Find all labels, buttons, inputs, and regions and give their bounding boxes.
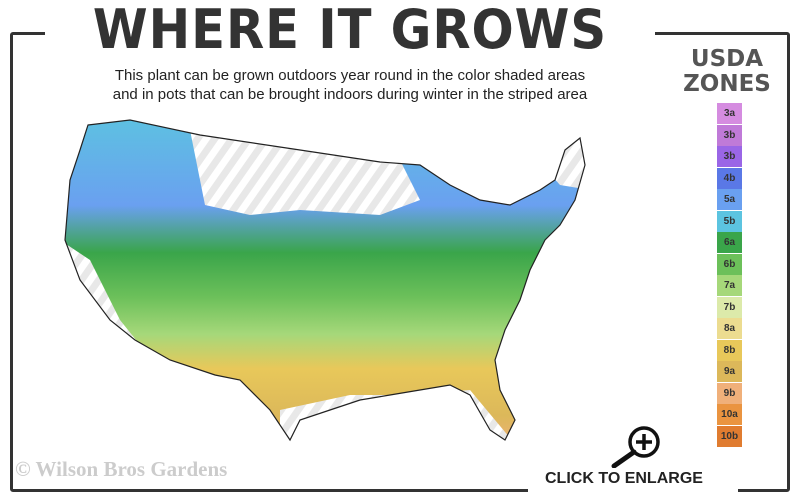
legend-title-line-2: ZONES (683, 71, 771, 97)
page-title: WHERE IT GROWS (92, 0, 608, 61)
enlarge-gap (528, 470, 738, 500)
legend-zone-6a: 6a (717, 232, 742, 253)
subtitle: This plant can be grown outdoors year ro… (40, 66, 660, 104)
legend-zone-3b: 3b (717, 124, 742, 146)
legend-zone-6b: 6b (717, 253, 742, 275)
legend-zone-9a: 9a (717, 361, 742, 382)
legend-zone-9b: 9b (717, 382, 742, 404)
legend-zone-4b: 4b (717, 167, 742, 189)
legend-zone-10a: 10a (717, 404, 742, 425)
usda-zones-title: USDA ZONES (672, 47, 782, 97)
legend-zone-10b: 10b (717, 425, 742, 447)
legend-zone-8a: 8a (717, 318, 742, 339)
legend-zone-5a: 5a (717, 189, 742, 210)
legend-zone-7b: 7b (717, 296, 742, 318)
legend-zone-5b: 5b (717, 210, 742, 232)
watermark: © Wilson Bros Gardens (15, 457, 228, 481)
legend-zone-3b: 3b (717, 146, 742, 167)
legend-zone-8b: 8b (717, 339, 742, 361)
magnifier-plus-icon[interactable] (606, 424, 666, 468)
title-gap (45, 20, 655, 40)
us-zone-map (64, 119, 586, 441)
zone-legend: 3a 3b 3b 4b 5a 5b 6a 6b 7a 7b 8a 8b 9a 9b 10a 10b (717, 103, 742, 447)
subtitle-line-1: This plant can be grown outdoors year ro… (114, 67, 586, 84)
legend-title-line-1: USDA (690, 46, 764, 72)
legend-zone-7a: 7a (717, 275, 742, 296)
subtitle-line-2: and in pots that can be brought indoors … (112, 86, 588, 103)
legend-zone-3a: 3a (717, 103, 742, 124)
click-to-enlarge-button[interactable]: CLICK TO ENLARGE (545, 470, 703, 487)
